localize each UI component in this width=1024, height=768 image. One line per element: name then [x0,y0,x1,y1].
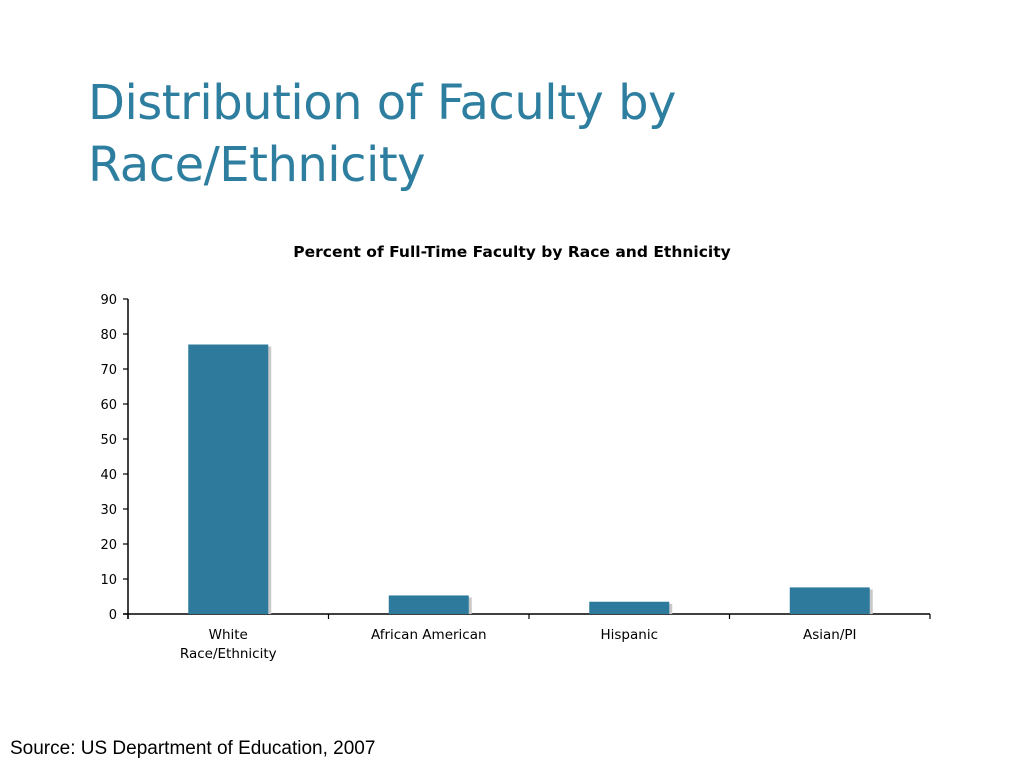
x-tick-label: Asian/PI [803,627,857,643]
x-tick-label: Race/Ethnicity [180,646,277,662]
bar [589,601,670,614]
y-tick-label: 50 [100,433,117,448]
source-note: Source: US Department of Education, 2007 [10,738,376,759]
y-tick-label: 40 [100,468,117,483]
y-tick-label: 10 [100,573,117,588]
slide-title-line-1: Distribution of Faculty by [88,75,676,131]
y-tick-label: 30 [100,503,117,518]
x-tick-labels: White Race/Ethnicity African American Hispa… [180,627,857,662]
y-tick-label: 80 [100,328,117,343]
x-tick-label: White [209,627,248,643]
bars [188,344,873,614]
y-axis: 0 10 20 30 40 50 60 70 80 90 [100,293,129,623]
x-tick-label: African American [371,627,487,643]
x-axis [123,613,931,619]
bar [388,595,469,614]
chart-title: Percent of Full-Time Faculty by Race and… [293,243,730,261]
y-tick-label: 60 [100,398,117,413]
x-tick-label: Hispanic [600,627,658,643]
y-tick-label: 70 [100,363,117,378]
bar [188,344,269,614]
bar [789,587,870,614]
y-tick-label: 20 [100,538,117,553]
y-tick-label: 90 [100,293,117,308]
y-tick-label: 0 [109,608,117,623]
slide-title: Distribution of Faculty by Race/Ethnicit… [88,72,968,196]
slide-title-line-2: Race/Ethnicity [88,137,426,193]
